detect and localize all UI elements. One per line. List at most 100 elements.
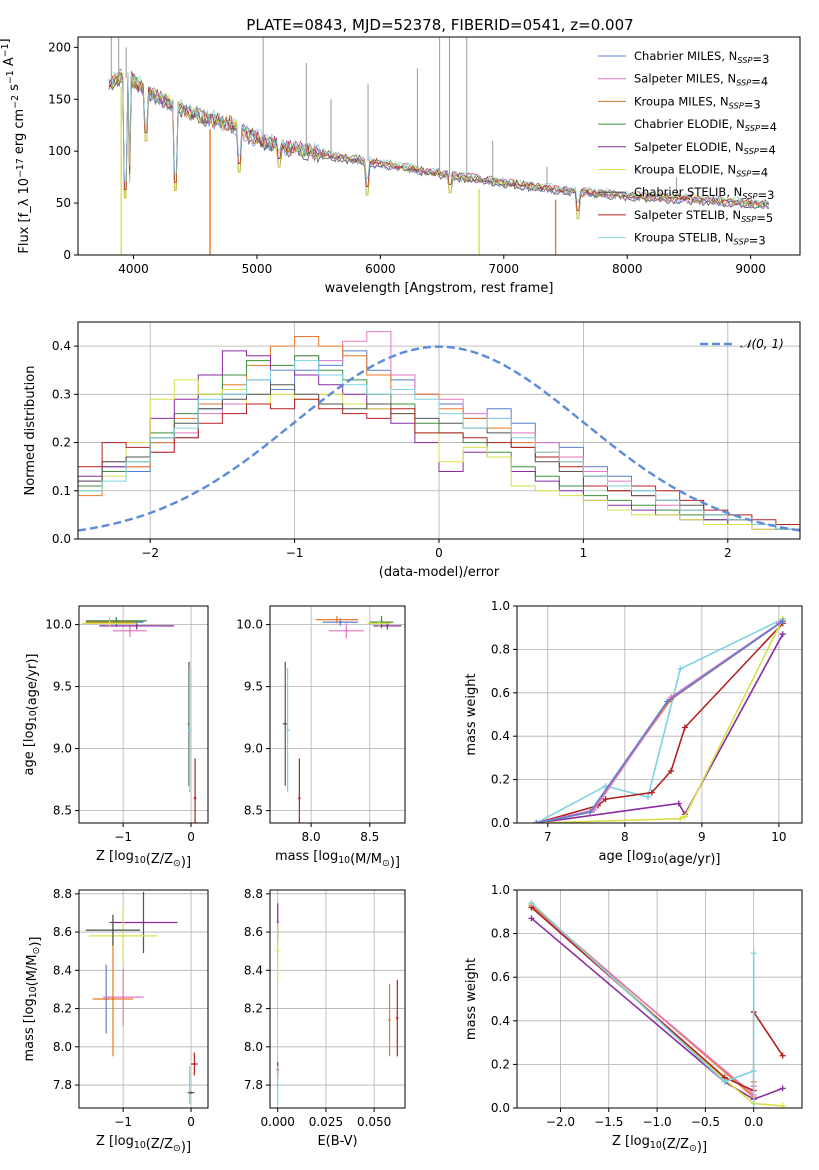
- plot-area: [276, 903, 399, 1105]
- x-tick-label: 6000: [365, 262, 396, 276]
- x-axis-label: Z [log10(Z/Z⊙)]: [96, 849, 191, 870]
- series-marker: [675, 800, 682, 807]
- x-tick-label: 9: [698, 830, 706, 844]
- data-point: [193, 1062, 196, 1066]
- x-tick-label: 0.0: [744, 1115, 763, 1129]
- series-marker: [677, 815, 684, 822]
- x-tick-label: −1: [286, 546, 304, 560]
- data-point: [377, 622, 381, 625]
- x-tick-label: 8.0: [302, 830, 321, 844]
- plot-area: [108, 37, 770, 255]
- x-tick-label: −1.0: [643, 1115, 672, 1129]
- y-tick-label: 8.2: [244, 1002, 263, 1016]
- x-tick-label: −1: [114, 830, 132, 844]
- axes-frame: [78, 889, 209, 1109]
- series-orange: [536, 620, 784, 823]
- data-point: [380, 620, 383, 624]
- x-tick-label: 5000: [242, 262, 273, 276]
- series-salpeter_elodie: [536, 633, 784, 823]
- data-point: [111, 928, 115, 932]
- panel-residuals: −2 −1 0 1 2 0.0 0.1 0.2 0.3 0.4 (data-model)/error…: [23, 321, 801, 580]
- series-marker: [681, 813, 688, 820]
- x-tick-label: 0.000: [261, 1115, 295, 1129]
- data-point: [388, 1018, 391, 1022]
- legend-label: Kroupa MILES, NSSP=3: [634, 94, 761, 111]
- y-tick-label: 1.0: [491, 883, 510, 897]
- series-marker: [587, 809, 594, 816]
- legend-label: Salpeter ELODIE, NSSP=4: [634, 140, 776, 157]
- x-axis-label: wavelength [Angstrom, rest frame]: [325, 281, 554, 296]
- x-tick-label: 4000: [118, 262, 149, 276]
- x-tick-label: −1: [114, 1115, 132, 1129]
- plot-area: [82, 617, 197, 823]
- data-point: [115, 619, 118, 623]
- legend-label: Chabrier MILES, NSSP=3: [634, 49, 769, 66]
- x-tick-label: 9000: [735, 262, 766, 276]
- series-marker: [750, 1105, 757, 1108]
- series-salpeter_miles: [530, 906, 755, 1097]
- y-tick-label: 100: [48, 144, 71, 158]
- panel-massweight_vs_Z: −2.0 −1.5 −1.0 −0.5 0.0 0.0 0.2 0.4 0.6 0.8 1.0 Z […: [464, 883, 803, 1155]
- series-marker: [644, 793, 651, 800]
- x-axis-label: age [log10(age/yr)]: [599, 849, 721, 867]
- y-tick-label: 8.6: [244, 925, 263, 939]
- figure-title: PLATE=0843, MJD=52378, FIBERID=0541, z=0…: [246, 16, 633, 34]
- axes-frame: [516, 889, 803, 1109]
- legend-label: 𝒩(0, 1): [740, 337, 784, 351]
- y-tick-label: 0.6: [491, 970, 510, 984]
- series-marker: [681, 724, 688, 731]
- y-tick-label: 0.2: [491, 773, 510, 787]
- data-point: [188, 1083, 191, 1087]
- series-marker: [664, 698, 671, 705]
- y-tick-label: 0.2: [52, 436, 71, 450]
- panel-age_vs_mass: 8.0 8.5 8.5 9.0 9.5 10.0 mass [log10(M/M⊙)]: [236, 605, 406, 870]
- y-axis-label: Flux [f_λ 10−17 erg cm−2 s−1 A−1]: [0, 38, 32, 253]
- data-point: [142, 921, 145, 924]
- plot-area: [78, 331, 800, 532]
- y-tick-label: 8.0: [244, 1040, 263, 1054]
- axes-frame: [516, 605, 803, 824]
- y-tick-label: 8.8: [53, 887, 72, 901]
- panel-mass_vs_ebv: 0.000 0.025 0.050 7.8 8.0 8.2 8.4 8.6 8.8 E(B-V): [244, 887, 406, 1149]
- x-axis-label: Z [log10(Z/Z⊙)]: [612, 1134, 707, 1155]
- spectrum-line-kroupa_stelib: [108, 71, 770, 207]
- series-marker: [533, 820, 540, 823]
- axes-frame: [78, 605, 209, 824]
- series-marker: [779, 1085, 786, 1092]
- y-tick-label: 0.0: [52, 532, 71, 546]
- plot-area: [282, 615, 402, 823]
- y-tick-label: 8.6: [53, 925, 72, 939]
- series-marker: [648, 789, 655, 796]
- data-point: [276, 949, 279, 953]
- x-tick-label: 7: [544, 830, 552, 844]
- panel-spectrum: 4000 5000 6000 7000 8000 9000 0 50 100 150 200 wave…: [0, 36, 801, 296]
- y-tick-label: 150: [48, 92, 71, 106]
- gaussian-curve: [78, 345, 800, 532]
- y-tick-label: 0.0: [491, 1101, 510, 1115]
- data-point: [396, 1016, 399, 1020]
- series-marker: [528, 900, 535, 907]
- y-tick-label: 0: [63, 248, 71, 262]
- x-axis-label: mass [log10(M/M⊙)]: [275, 849, 400, 870]
- x-tick-label: 8000: [612, 262, 643, 276]
- legend-label: Kroupa STELIB, NSSP=3: [634, 231, 766, 248]
- x-tick-label: 0: [435, 546, 443, 560]
- x-tick-label: 2: [724, 546, 732, 560]
- y-tick-label: 0.8: [491, 927, 510, 941]
- x-tick-label: −0.5: [691, 1115, 720, 1129]
- x-axis-label: E(B-V): [317, 1134, 357, 1149]
- x-tick-label: 7000: [489, 262, 520, 276]
- data-point: [345, 629, 348, 632]
- y-tick-label: 8.5: [244, 804, 263, 818]
- x-tick-label: 8.5: [360, 830, 379, 844]
- y-tick-label: 0.8: [491, 642, 510, 656]
- series-salpeter_stelib: [536, 622, 784, 823]
- y-axis-label: Normed distribution: [23, 366, 38, 496]
- series-marker: [750, 950, 757, 957]
- series-salpeter_miles: [536, 622, 780, 823]
- y-tick-label: 10.0: [236, 618, 263, 632]
- series-marker: [721, 1078, 728, 1085]
- series-marker: [779, 631, 786, 638]
- legend-label: Salpeter MILES, NSSP=4: [634, 72, 768, 89]
- data-point: [108, 622, 111, 625]
